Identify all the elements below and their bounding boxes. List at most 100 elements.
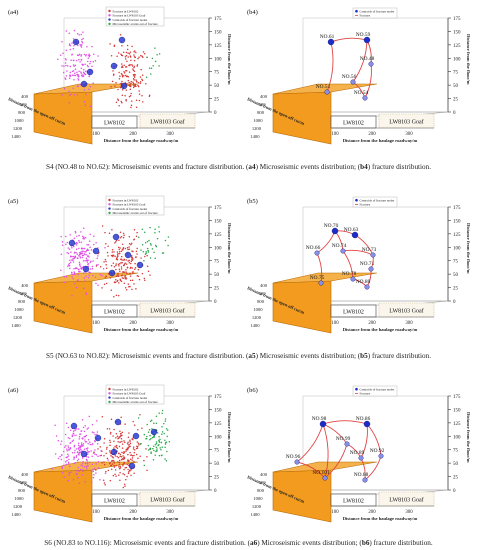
z-tick-label: 0 [453,300,456,305]
microseismic-event [70,471,72,473]
microseismic-event [72,257,74,260]
microseismic-event [102,479,105,482]
fracture-centroid [108,269,116,277]
microseismic-event [141,272,144,275]
microseismic-event [129,275,132,277]
microseismic-event [91,268,94,270]
fracture-node-label: NO.86 [356,416,371,422]
microseismic-event [69,71,72,74]
z-tick-label: 0 [214,111,217,116]
microseismic-event [74,64,77,66]
microseismic-event [131,272,134,274]
microseismic-event [125,51,128,54]
microseismic-event [121,458,123,460]
microseismic-event [84,259,86,262]
microseismic-event [79,253,81,256]
microseismic-event [80,267,82,270]
microseismic-event [118,464,120,466]
y-tick-label: 400 [21,472,29,477]
microseismic-event [120,268,123,270]
microseismic-event [146,435,148,438]
panel-label: (b6) [247,387,258,394]
microseismic-event [130,474,132,477]
y-tick-label: 1400 [11,512,21,517]
fracture-node-label: NO.70 [324,223,339,229]
microseismic-event [115,264,117,267]
microseismic-event [118,262,121,265]
microseismic-event [72,277,74,280]
microseismic-event [74,74,77,77]
microseismic-event [82,463,84,465]
microseismic-event [118,251,121,253]
microseismic-event [156,450,158,452]
microseismic-event [107,459,109,461]
microseismic-event [78,234,80,237]
microseismic-event [123,468,125,471]
x-tick-label: 100 [331,510,339,515]
panel-a4: 175 150 125 100 75 50 25 0 Distance from the flo… [4,4,234,154]
caption-tag: a4 [248,163,256,171]
microseismic-event [65,59,67,61]
microseismic-event [97,284,99,286]
legend-entry: Centroids of fracture nodes [360,198,396,202]
y-tick-label: 1400 [11,323,21,328]
microseismic-event [161,431,164,433]
microseismic-event [132,69,135,71]
y-tick-label: 800 [257,299,265,304]
fracture-node-label: NO.73 [362,247,377,253]
caption-text: ) Microseismic events distribution; ( [255,163,361,171]
legend-marker [108,207,111,210]
x-tick-label: 200 [368,132,376,137]
microseismic-event [110,464,112,467]
microseismic-event [119,75,121,77]
microseismic-event [122,271,124,273]
microseismic-event [126,75,129,78]
microseismic-event [143,433,146,436]
microseismic-event [72,38,75,40]
microseismic-event [99,454,101,457]
microseismic-event [130,92,132,95]
microseismic-event [69,65,72,68]
fracture-node-label: NO.51 [316,84,331,90]
fracture-centroid [118,36,126,44]
fracture-node-label: NO.71 [360,261,375,267]
z-tick-label: 50 [453,273,459,278]
microseismic-event [113,462,116,464]
microseismic-event [112,435,114,437]
legend-marker [355,9,358,13]
microseismic-event [83,227,85,229]
microseismic-event [125,449,127,451]
microseismic-event [99,273,102,276]
microseismic-event [92,470,95,473]
microseismic-event [74,429,76,432]
microseismic-event [76,33,79,35]
microseismic-event [92,260,94,262]
microseismic-event [117,437,119,440]
microseismic-event [88,88,90,91]
fracture-centroid [114,418,122,426]
microseismic-event [72,245,75,248]
microseismic-event [124,278,127,280]
microseismic-event [108,232,111,235]
microseismic-event [135,80,138,82]
x-tick-label: 300 [405,321,413,326]
lw8102-label: LW8102 [104,499,125,505]
microseismic-event [115,101,118,104]
microseismic-event [115,268,117,271]
microseismic-event [129,88,132,90]
microseismic-event [104,484,106,486]
fracture-node-label: NO.96 [286,454,301,460]
microseismic-event [129,85,131,87]
lw8102-side [272,91,332,145]
fracture-node [363,36,371,44]
microseismic-event [140,257,142,259]
microseismic-event [67,426,70,429]
microseismic-event [136,274,139,277]
microseismic-event [93,243,95,246]
microseismic-event [127,260,129,262]
microseismic-event [161,446,163,448]
microseismic-event [134,56,137,59]
fracture-centroid [120,82,128,90]
z-tick-label: 100 [453,435,461,440]
microseismic-event [64,433,67,436]
